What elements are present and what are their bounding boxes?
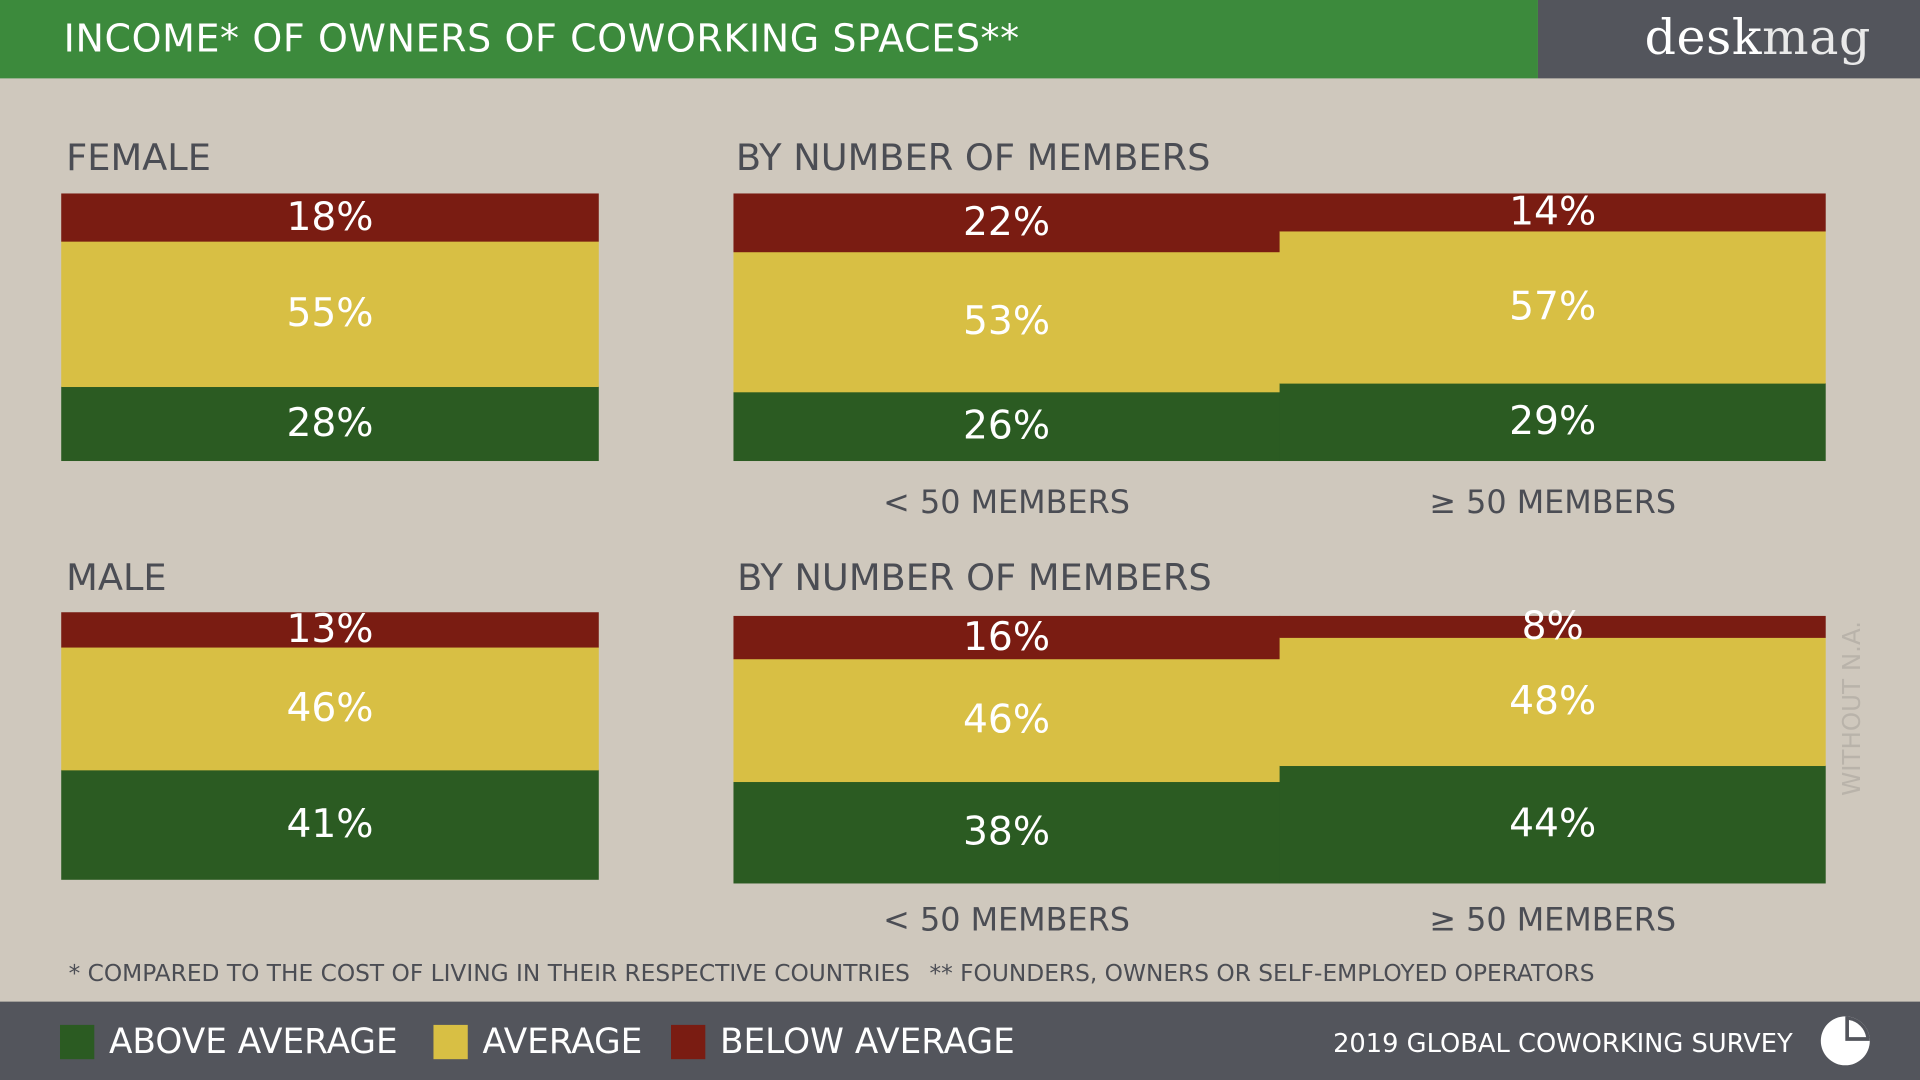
legend-item-average: AVERAGE xyxy=(433,1021,643,1062)
brand-bar: deskmag xyxy=(1537,0,1920,79)
bar-segment-female-1-above xyxy=(61,386,599,462)
footnote-cost-of-living: * COMPARED TO THE COST OF LIVING IN THEI… xyxy=(68,960,910,987)
data-label-members-top-2-above: 29% xyxy=(1509,399,1596,444)
category-label-top-over-50: ≥ 50 MEMBERS xyxy=(1429,484,1677,522)
bar-segment-male-1-above xyxy=(61,769,599,880)
footnotes: * COMPARED TO THE COST OF LIVING IN THEI… xyxy=(69,960,1595,987)
data-label-members-top-2-average: 57% xyxy=(1509,284,1596,329)
data-label-female-1-above: 28% xyxy=(286,401,373,446)
section-label-members-top: BY NUMBER OF MEMBERS xyxy=(735,137,1211,181)
legend-item-above: ABOVE AVERAGE xyxy=(60,1021,398,1062)
bar-segment-female-1-below xyxy=(61,193,599,242)
data-label-members-bottom-2-above: 44% xyxy=(1509,802,1596,847)
brand-logo: deskmag xyxy=(1645,10,1871,66)
data-label-members-top-2-below: 14% xyxy=(1509,190,1596,235)
pie-chart-icon xyxy=(1820,1016,1870,1066)
category-label-bottom-over-50: ≥ 50 MEMBERS xyxy=(1429,902,1677,940)
data-label-male-1-average: 46% xyxy=(286,686,373,731)
category-label-top-under-50: < 50 MEMBERS xyxy=(883,484,1130,522)
data-label-members-bottom-1-above: 38% xyxy=(963,810,1050,855)
page-title: INCOME* OF OWNERS OF COWORKING SPACES** xyxy=(63,17,1020,62)
brand-logo-light: mag xyxy=(1762,9,1872,67)
bar-segment-male-1-below xyxy=(61,612,599,648)
data-label-male-1-below: 13% xyxy=(286,607,373,652)
header-bar: INCOME* OF OWNERS OF COWORKING SPACES** xyxy=(0,0,1538,79)
section-label-male: MALE xyxy=(66,557,167,601)
bar-segment-members-bottom-2-average xyxy=(1279,637,1826,767)
data-label-female-1-average: 55% xyxy=(286,291,373,336)
bar-segment-members-top-2-above xyxy=(1279,382,1826,462)
legend-label-below: BELOW AVERAGE xyxy=(720,1021,1015,1062)
data-label-members-bottom-1-below: 16% xyxy=(963,615,1050,660)
bar-segment-members-bottom-1-below xyxy=(733,615,1281,660)
section-label-members-bottom: BY NUMBER OF MEMBERS xyxy=(737,557,1212,601)
bar-segment-female-1-average xyxy=(61,241,599,388)
bar-segment-members-top-2-below xyxy=(1279,193,1826,232)
legend-swatch-average xyxy=(433,1024,468,1059)
legend-label-above: ABOVE AVERAGE xyxy=(108,1021,398,1062)
data-label-female-1-below: 18% xyxy=(286,195,373,240)
bar-segment-male-1-average xyxy=(61,646,599,771)
bar-segment-members-top-1-below xyxy=(733,193,1281,253)
data-label-members-bottom-1-average: 46% xyxy=(963,698,1050,743)
data-label-members-bottom-2-average: 48% xyxy=(1509,679,1596,724)
bar-segment-members-top-2-average xyxy=(1279,230,1826,384)
bar-segment-members-top-1-average xyxy=(733,251,1281,393)
legend-label-average: AVERAGE xyxy=(482,1021,643,1062)
bar-segment-members-bottom-1-above xyxy=(733,781,1281,884)
bar-segment-members-bottom-2-above xyxy=(1279,765,1826,884)
legend-swatch-below xyxy=(671,1024,706,1059)
bar-segment-members-top-1-above xyxy=(733,391,1281,462)
legend-item-below: BELOW AVERAGE xyxy=(671,1021,1015,1062)
survey-title: 2019 GLOBAL COWORKING SURVEY xyxy=(1333,1028,1793,1058)
data-label-members-top-1-above: 26% xyxy=(963,404,1050,449)
legend-swatch-above xyxy=(60,1024,95,1059)
footnote-founders: ** FOUNDERS, OWNERS OR SELF-EMPLOYED OPE… xyxy=(929,960,1595,987)
brand-logo-bold: desk xyxy=(1644,9,1763,67)
data-label-members-top-1-below: 22% xyxy=(963,200,1050,245)
footer-bar: ABOVE AVERAGE AVERAGE BELOW AVERAGE 2019… xyxy=(0,1001,1920,1080)
bar-segment-members-bottom-2-below xyxy=(1279,615,1826,638)
data-label-members-top-1-average: 53% xyxy=(963,299,1050,344)
data-label-members-bottom-2-below: 8% xyxy=(1522,604,1584,649)
side-note: WITHOUT N.A. xyxy=(1836,620,1867,796)
bar-segment-members-bottom-1-average xyxy=(733,658,1281,783)
section-label-female: FEMALE xyxy=(66,137,211,181)
data-label-male-1-above: 41% xyxy=(286,802,373,847)
category-label-bottom-under-50: < 50 MEMBERS xyxy=(883,902,1130,940)
